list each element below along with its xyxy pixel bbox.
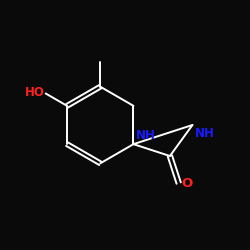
Text: O: O [182,176,193,190]
Text: HO: HO [24,86,44,99]
Text: NH: NH [195,127,215,140]
Text: NH: NH [136,129,156,142]
